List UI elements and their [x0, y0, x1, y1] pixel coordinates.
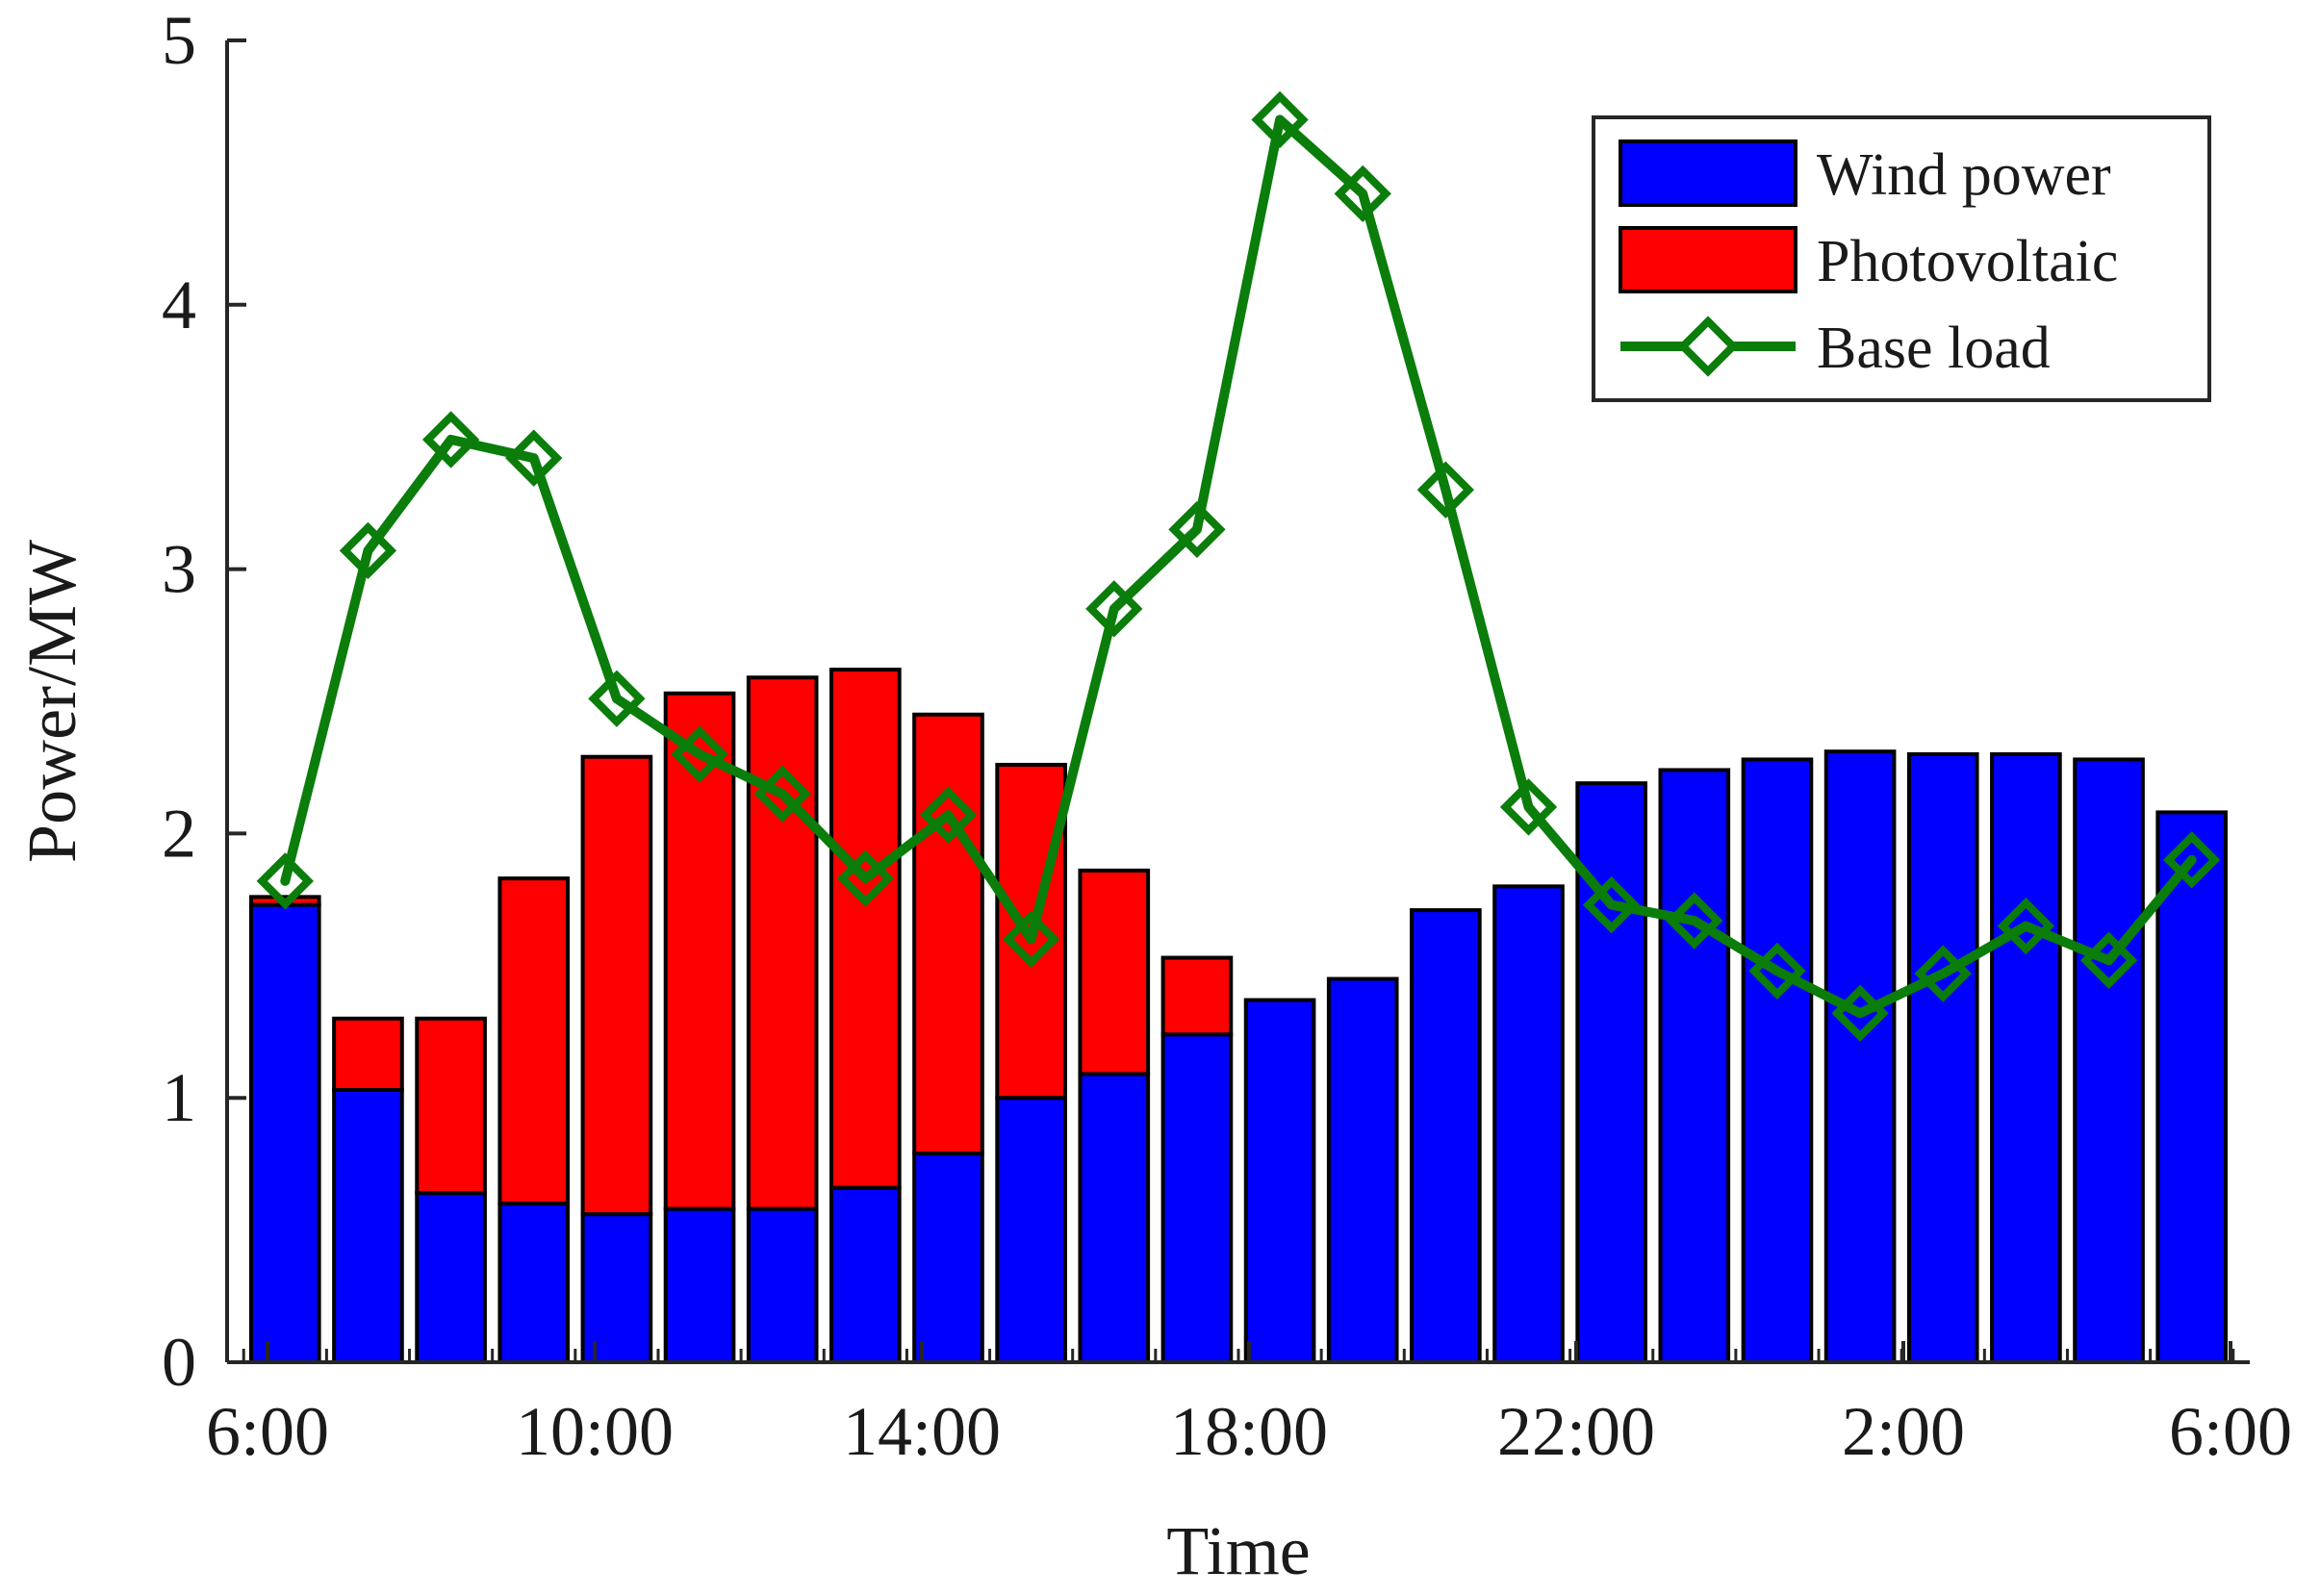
base-load-marker-23 — [2079, 931, 2138, 989]
base-load-marker-17 — [1583, 875, 1641, 934]
bar-wind-power-19 — [1741, 757, 1814, 1364]
legend-label-wind-power: Wind power — [1817, 142, 2111, 208]
base-load-marker-14 — [1334, 165, 1391, 223]
y-axis-label: Power/MW — [13, 540, 90, 863]
bar-wind-power-14 — [1326, 976, 1399, 1364]
base-load-marker-22 — [1997, 897, 2055, 955]
base-load-marker-4 — [505, 429, 563, 487]
bar-photovoltaic-2 — [332, 1016, 404, 1092]
base-load-marker-10 — [1002, 910, 1060, 968]
bar-wind-power-16 — [1492, 884, 1565, 1364]
legend-swatch-wind-power — [1619, 139, 1797, 207]
bar-wind-power-20 — [1823, 749, 1897, 1364]
bar-wind-power-4 — [497, 1202, 571, 1364]
bar-wind-power-15 — [1410, 908, 1482, 1364]
bar-wind-power-1 — [248, 902, 321, 1364]
bar-wind-power-24 — [2155, 810, 2229, 1364]
bar-wind-power-23 — [2073, 757, 2145, 1364]
x-tick-label-1: 10:00 — [516, 1393, 674, 1470]
bar-photovoltaic-3 — [415, 1016, 487, 1196]
bars-layer — [248, 668, 2229, 1365]
y-tick-label-5: 5 — [162, 2, 196, 79]
bar-photovoltaic-10 — [995, 762, 1067, 1101]
y-tick-label-2: 2 — [162, 795, 196, 872]
x-tick-label-5: 2:00 — [1842, 1393, 1965, 1470]
base-load-marker-2 — [339, 521, 397, 580]
bar-wind-power-9 — [912, 1151, 984, 1364]
x-tick-label-2: 14:00 — [843, 1393, 1001, 1470]
legend-marker-base-load — [1677, 316, 1739, 377]
y-tick-label-1: 1 — [162, 1059, 196, 1136]
bar-wind-power-2 — [332, 1087, 404, 1365]
axes-layer: 0 1 2 3 4 5 6:00 10:00 14:00 18:00 22:00 2:00 6:00 Ti… — [13, 2, 2292, 1589]
y-tick-label-3: 3 — [162, 531, 196, 608]
base-load-marker-11 — [1085, 580, 1143, 638]
bar-wind-power-7 — [746, 1206, 819, 1364]
base-load-marker-18 — [1666, 892, 1723, 950]
x-tick-label-3: 18:00 — [1170, 1393, 1328, 1470]
base-load-line-layer — [256, 90, 2221, 1042]
legend-label-base-load: Base load — [1817, 316, 2051, 381]
base-load-marker-6 — [671, 725, 728, 783]
base-load-marker-8 — [836, 849, 894, 907]
base-load-marker-5 — [588, 670, 646, 727]
base-load-marker-3 — [421, 411, 480, 469]
bar-photovoltaic-9 — [912, 712, 984, 1155]
bar-wind-power-11 — [1078, 1072, 1151, 1365]
bar-wind-power-18 — [1658, 768, 1731, 1364]
bar-wind-power-5 — [580, 1212, 653, 1365]
bar-wind-power-10 — [995, 1096, 1067, 1364]
bar-photovoltaic-4 — [497, 876, 571, 1206]
bar-photovoltaic-8 — [829, 668, 902, 1190]
bar-wind-power-13 — [1243, 998, 1316, 1365]
x-axis-label: Time — [1166, 1512, 1310, 1589]
x-tick-label-6: 6:00 — [2169, 1393, 2292, 1470]
y-tick-label-4: 4 — [162, 266, 196, 343]
base-load-marker-13 — [1251, 90, 1309, 149]
bar-wind-power-21 — [1906, 751, 1979, 1364]
x-tick-label-4: 22:00 — [1497, 1393, 1655, 1470]
legend-swatch-photovoltaic — [1619, 226, 1797, 293]
base-load-marker-9 — [919, 786, 978, 844]
base-load-marker-1 — [256, 852, 314, 910]
base-load-marker-24 — [2163, 831, 2221, 889]
bar-wind-power-6 — [663, 1206, 736, 1364]
bar-photovoltaic-12 — [1160, 955, 1234, 1037]
legend: Wind power Photovoltaic Base load — [1592, 115, 2211, 402]
base-load-marker-7 — [753, 765, 811, 823]
x-tick-label-0: 6:00 — [206, 1393, 329, 1470]
legend-label-photovoltaic: Photovoltaic — [1817, 229, 2118, 294]
base-load-marker-20 — [1831, 984, 1889, 1042]
bar-wind-power-8 — [829, 1185, 902, 1364]
base-load-marker-19 — [1748, 942, 1806, 1000]
bar-wind-power-12 — [1160, 1032, 1234, 1365]
base-load-marker-16 — [1499, 778, 1558, 836]
bar-photovoltaic-5 — [580, 754, 653, 1217]
bar-wind-power-3 — [415, 1191, 487, 1365]
bar-photovoltaic-11 — [1078, 868, 1151, 1077]
base-load-marker-12 — [1168, 500, 1226, 559]
base-load-marker-21 — [1914, 945, 1972, 1002]
bar-photovoltaic-7 — [746, 675, 819, 1211]
bar-wind-power-22 — [1990, 751, 2062, 1364]
bar-photovoltaic-6 — [663, 691, 736, 1211]
y-tick-label-0: 0 — [162, 1324, 196, 1401]
base-load-marker-15 — [1416, 461, 1475, 519]
